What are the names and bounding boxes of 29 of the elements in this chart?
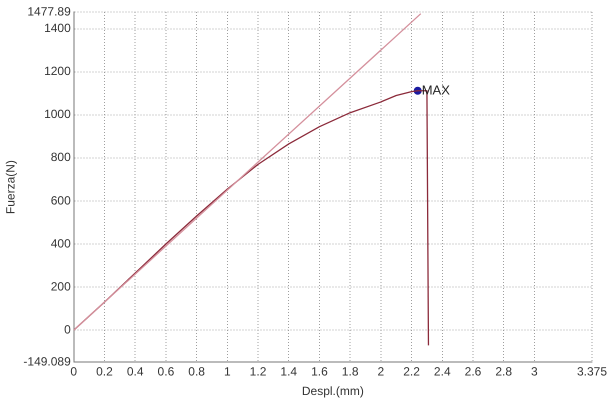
- x-tick-label: 0.8: [188, 364, 206, 379]
- x-tick-label: 3: [531, 364, 538, 379]
- x-axis-title: Despl.(mm): [302, 384, 364, 398]
- x-tick-label: 1: [224, 364, 231, 379]
- x-tick-label: 2.4: [434, 364, 451, 379]
- x-tick-label: 1.6: [311, 364, 328, 379]
- x-tick-label: 0.2: [96, 364, 114, 379]
- y-tick-label: 1477.89: [27, 4, 72, 18]
- x-tick-label: 0.6: [158, 364, 175, 379]
- x-tick-label: 1.4: [280, 364, 298, 379]
- x-tick-label: 3.375: [576, 364, 608, 379]
- y-tick-label: 800: [50, 150, 72, 164]
- annotation: MAX: [422, 82, 450, 98]
- y-tick-label: 1200: [44, 64, 72, 78]
- x-tick-label: 2: [378, 364, 385, 379]
- y-tick-label: 0: [64, 322, 72, 336]
- y-axis-title: Fuerza(N): [4, 160, 18, 214]
- x-tick-label: 2.2: [403, 364, 420, 379]
- x-tick-label: 2.8: [495, 364, 512, 379]
- x-tick-label: 0.4: [126, 364, 144, 379]
- y-tick-label: 1000: [44, 107, 72, 122]
- y-tick-label: 200: [50, 279, 72, 294]
- x-tick-label: 1.8: [342, 364, 359, 379]
- y-tick-label: 400: [50, 236, 72, 250]
- x-tick-label: 2.6: [464, 364, 482, 379]
- y-tick-label: -149.089: [23, 354, 72, 369]
- y-tick-label: 600: [50, 193, 72, 208]
- x-tick-label: 1.2: [250, 364, 267, 379]
- y-tick-label: 1400: [44, 21, 72, 36]
